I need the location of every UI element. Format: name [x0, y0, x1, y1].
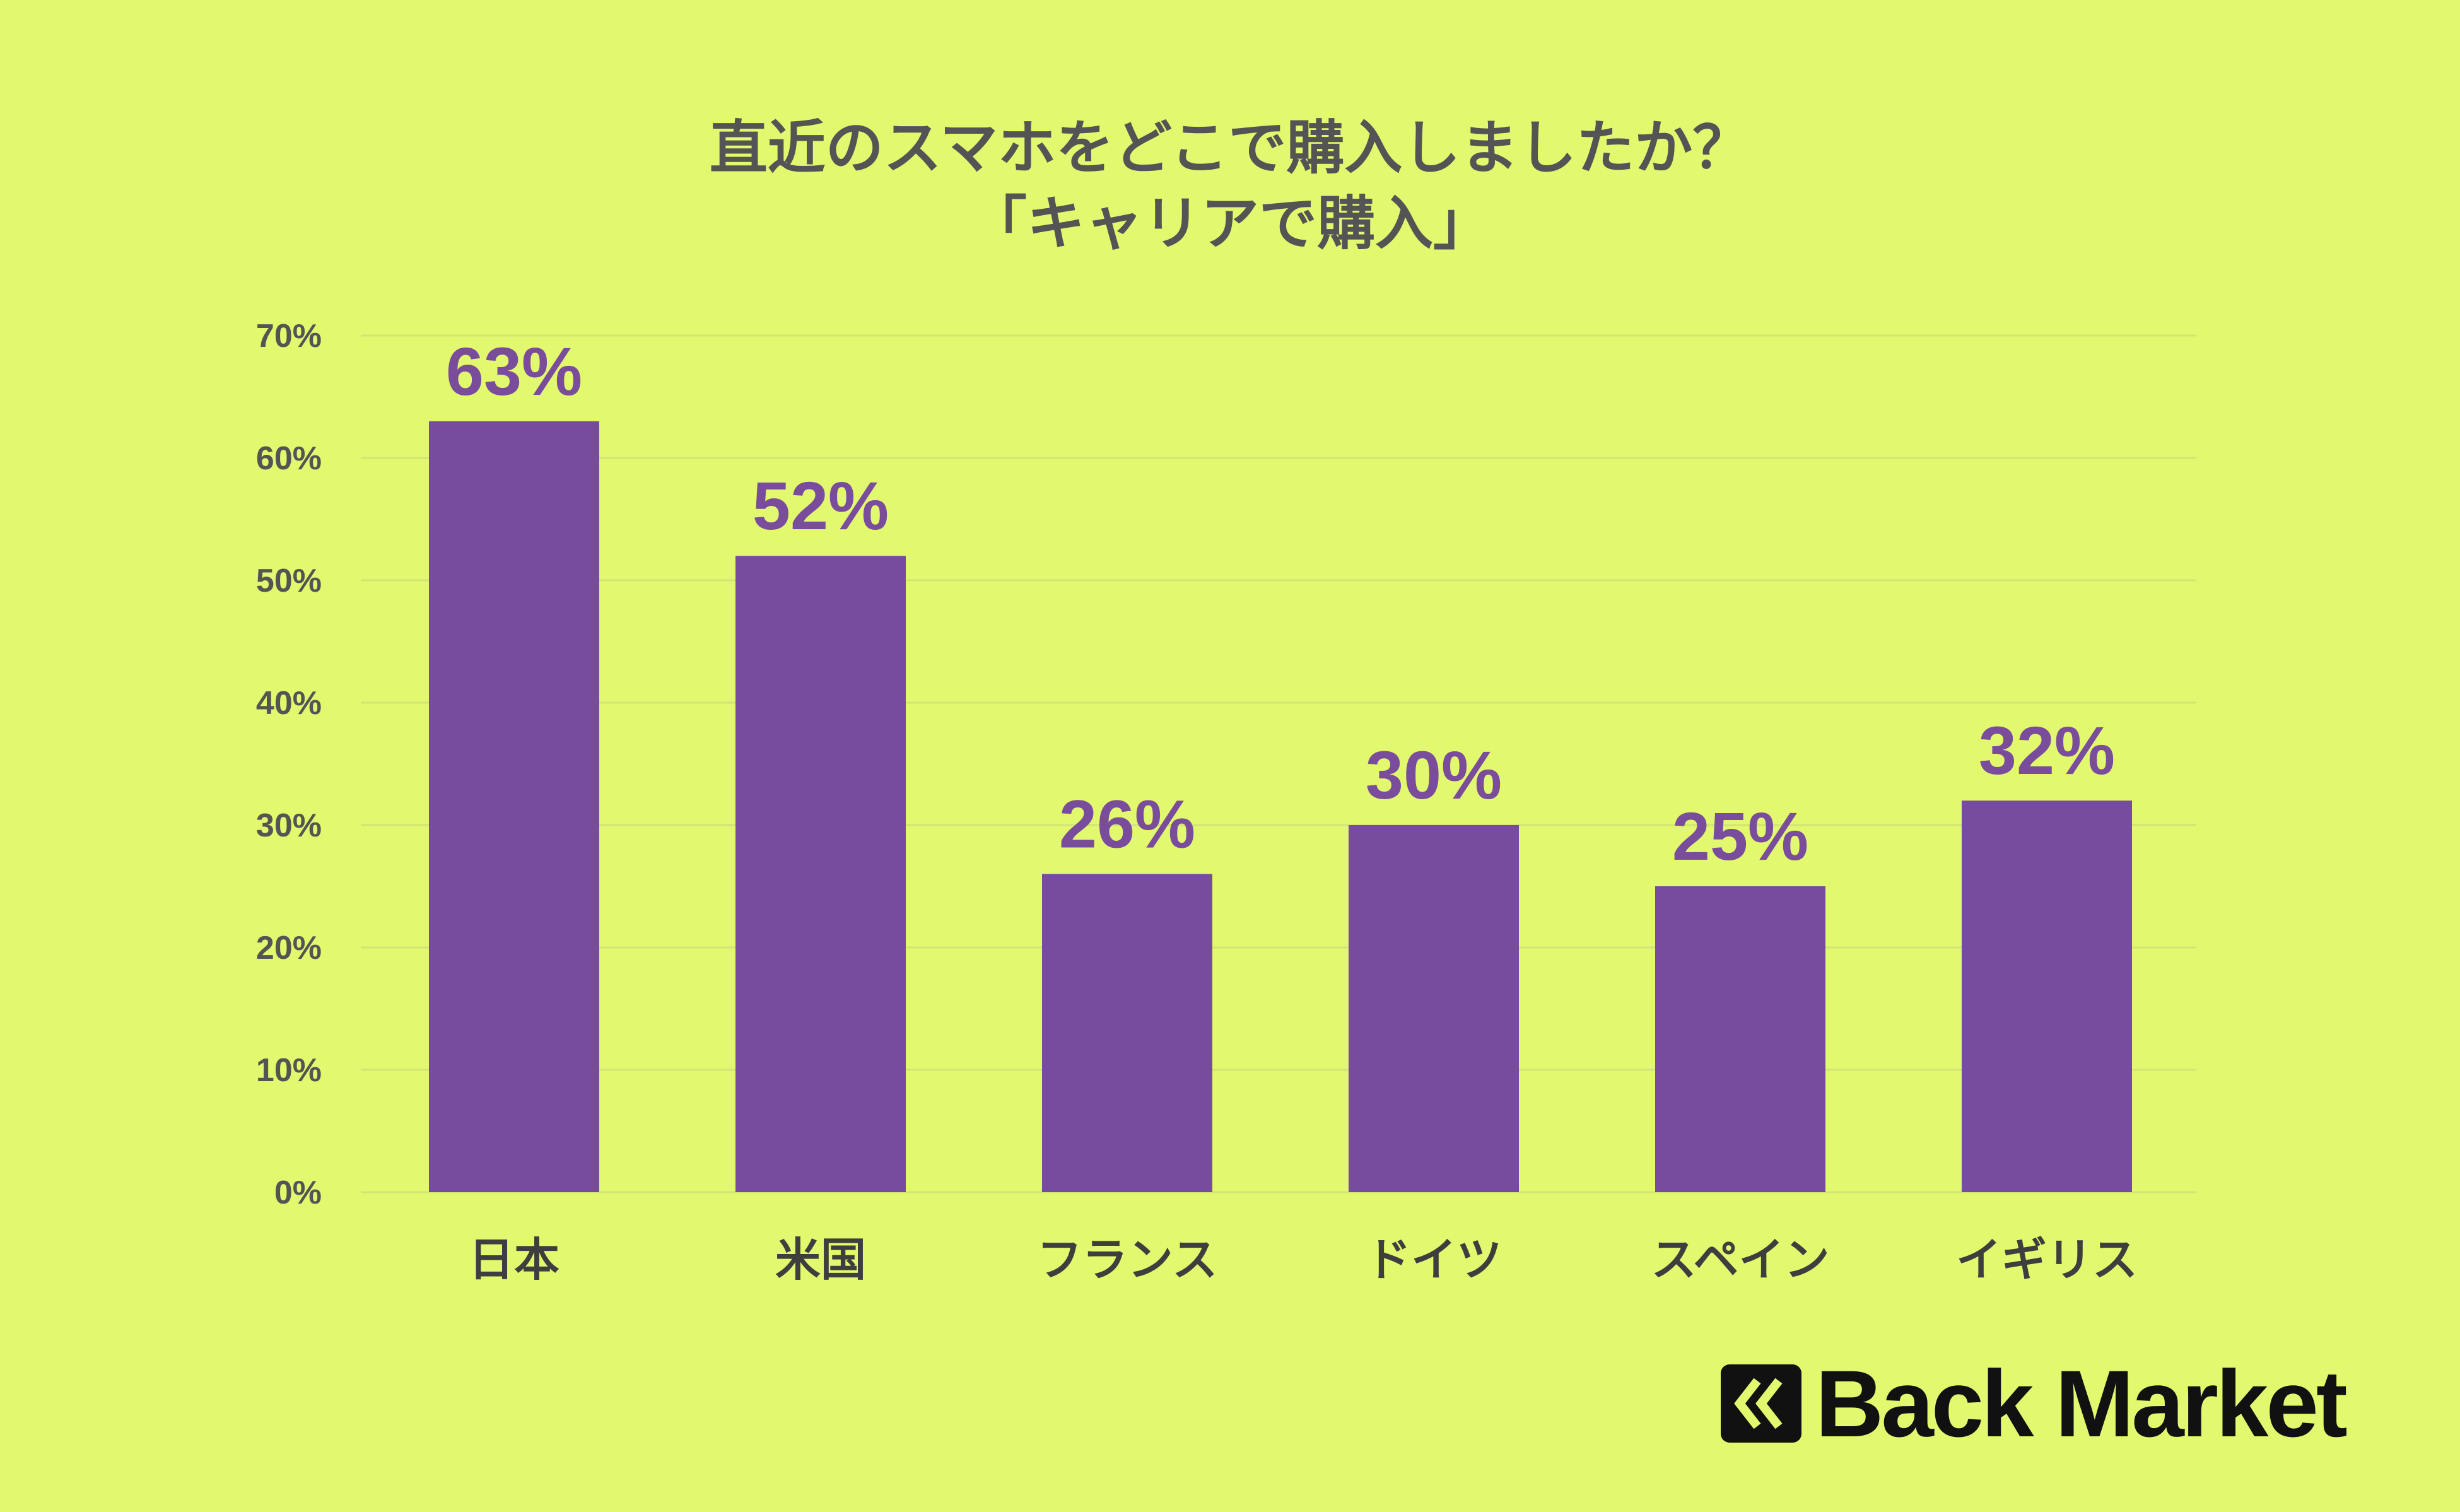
data-label: 30% — [1366, 737, 1502, 813]
x-category-label: イギリス — [1956, 1233, 2138, 1286]
bar — [1349, 825, 1519, 1192]
bar — [429, 421, 599, 1192]
y-tick-label: 70% — [256, 318, 322, 355]
back-market-logo: Back Market — [1721, 1356, 2348, 1451]
data-labels: 63% 52% 26% 30% 25% 32% — [446, 333, 2115, 874]
data-label: 52% — [753, 467, 889, 544]
y-tick-label: 60% — [256, 440, 322, 477]
logo-text: Back Market — [1815, 1351, 2348, 1456]
y-axis-ticks: 0% 10% 20% 30% 40% 50% 60% 70% — [256, 318, 322, 1211]
bar — [735, 556, 906, 1192]
data-label: 26% — [1059, 786, 1195, 862]
y-tick-label: 0% — [274, 1175, 322, 1211]
y-tick-label: 50% — [256, 563, 322, 599]
bar — [1042, 874, 1212, 1192]
chart-title-line2: 「キャリアで購入」 — [968, 190, 1491, 257]
chart-title-line1: 直近のスマホをどこで購入しましたか？ — [709, 114, 1751, 182]
y-tick-label: 30% — [256, 807, 322, 844]
x-category-label: フランス — [1037, 1233, 1218, 1286]
x-category-label: スペイン — [1651, 1233, 1830, 1286]
data-label: 63% — [446, 333, 582, 409]
bars — [429, 421, 2132, 1192]
y-tick-label: 20% — [256, 930, 322, 966]
x-category-label: 米国 — [775, 1233, 866, 1286]
data-label: 32% — [1979, 712, 2115, 788]
x-category-label: 日本 — [469, 1233, 559, 1286]
chart-title: 直近のスマホをどこで購入しましたか？ 「キャリアで購入」 — [0, 110, 2460, 262]
gridlines — [361, 334, 2196, 1193]
data-label: 25% — [1672, 798, 1808, 874]
bar — [1962, 800, 2132, 1192]
x-category-label: ドイツ — [1366, 1233, 1502, 1286]
back-market-chevron-icon — [1721, 1364, 1801, 1443]
bar — [1655, 886, 1825, 1192]
x-axis-categories: 日本 米国 フランス ドイツ スペイン イギリス — [469, 1233, 2138, 1286]
y-tick-label: 40% — [256, 685, 322, 722]
y-tick-label: 10% — [256, 1052, 322, 1089]
